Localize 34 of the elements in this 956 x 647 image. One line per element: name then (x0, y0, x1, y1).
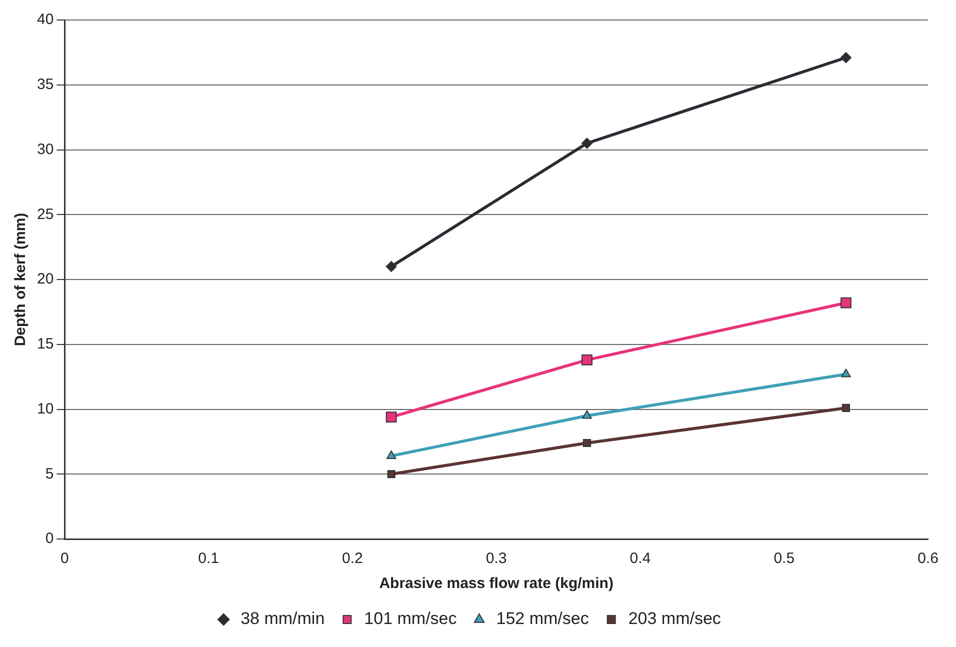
x-axis-title: Abrasive mass flow rate (kg/min) (379, 575, 614, 592)
legend-label: 38 mm/min (240, 609, 325, 628)
x-tick-label: 0.3 (486, 550, 507, 568)
point (841, 368, 851, 378)
y-axis-title: Depth of kerf (mm) (12, 212, 30, 346)
y-tick-label: 40 (36, 11, 54, 28)
point (386, 412, 397, 422)
point (581, 138, 592, 149)
y-tick-label: 20 (36, 270, 54, 288)
point (842, 404, 850, 412)
y-tick-label: 10 (36, 400, 54, 418)
point (387, 470, 396, 478)
y-tick-label: 25 (36, 206, 54, 223)
y-tick-label: 15 (36, 336, 54, 353)
x-tick-label: 0.4 (630, 550, 651, 568)
x-tick-label: 0 (60, 550, 69, 568)
x-tick-label: 0.6 (918, 550, 938, 568)
point (840, 52, 852, 64)
point (582, 438, 592, 448)
point (582, 354, 592, 366)
x-tick-label: 0.1 (198, 550, 219, 568)
x-tick-label: 0.5 (774, 550, 795, 568)
point (582, 410, 592, 419)
legend-label: 203 mm/sec (628, 609, 722, 628)
y-tick-label: 35 (36, 76, 54, 94)
legend-label: 101 mm/sec (364, 609, 458, 628)
point (386, 261, 397, 272)
y-tick-label: 0 (45, 530, 54, 548)
y-tick-label: 30 (36, 140, 54, 158)
y-tick-label: 5 (45, 465, 54, 482)
point (386, 450, 396, 459)
x-tick-label: 0.2 (342, 550, 363, 568)
legend-label: 152 mm/sec (496, 609, 590, 628)
point (840, 297, 852, 308)
